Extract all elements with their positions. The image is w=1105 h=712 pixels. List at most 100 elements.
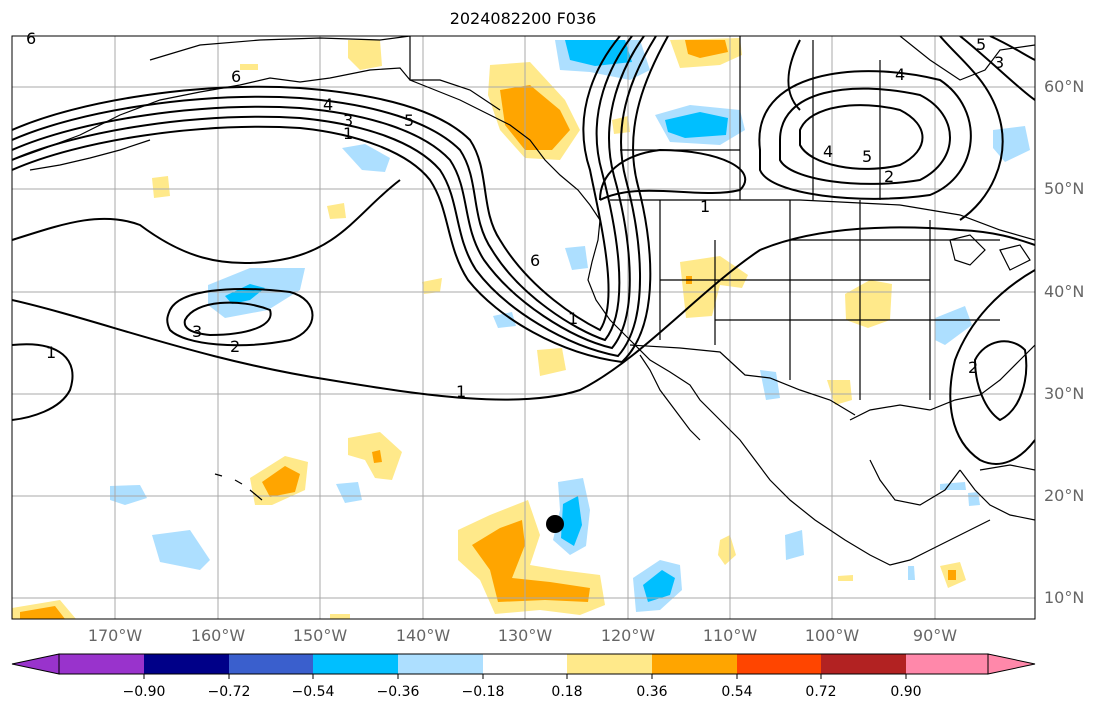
colorbar-tick-label: 0.18 bbox=[551, 684, 583, 700]
contour-label: 2 bbox=[884, 167, 894, 186]
lon-label-150w: 150°W bbox=[292, 626, 348, 645]
neg-anomaly-region bbox=[968, 492, 980, 506]
lon-label-130w: 130°W bbox=[497, 626, 553, 645]
colorbar-segment bbox=[567, 654, 652, 674]
colorbar-tick-label: 0.90 bbox=[890, 684, 922, 700]
colorbar-segment bbox=[398, 654, 483, 674]
pos-anomaly-core bbox=[685, 40, 728, 58]
canada-border bbox=[409, 36, 501, 111]
contour-label: 2 bbox=[230, 337, 240, 356]
contour-label: 3 bbox=[343, 111, 353, 130]
alaska-north bbox=[149, 36, 411, 61]
contour-label: 1 bbox=[456, 382, 466, 401]
contour-line bbox=[949, 269, 1035, 465]
colorbar-frame bbox=[58, 653, 989, 675]
contour-line bbox=[12, 36, 645, 350]
neg-anomaly-region bbox=[336, 482, 362, 503]
colorbar-segment bbox=[906, 654, 988, 674]
neg-anomaly-region bbox=[935, 306, 972, 345]
pos-anomaly-core bbox=[948, 570, 956, 580]
neg-anomaly-region bbox=[493, 312, 516, 328]
hawaii-islands bbox=[214, 473, 263, 501]
us-canada-border bbox=[610, 199, 1035, 241]
great-lakes bbox=[949, 234, 1031, 271]
neg-anomaly-region bbox=[152, 530, 210, 570]
contour-label: 1 bbox=[700, 197, 710, 216]
colorbar-segment bbox=[483, 654, 567, 674]
colorbar-high-extension bbox=[987, 653, 1036, 675]
contour-line bbox=[939, 36, 1004, 221]
colorbar-ticks bbox=[143, 674, 907, 679]
colorbar-segment bbox=[821, 654, 906, 674]
colorbar-tick-label: −0.36 bbox=[376, 684, 420, 700]
pos-anomaly-region bbox=[152, 176, 170, 198]
colorbar-segment bbox=[737, 654, 821, 674]
lat-label-10n: 10°N bbox=[1044, 588, 1085, 607]
pos-anomaly-core bbox=[500, 85, 570, 150]
map-title: 2024082200 F036 bbox=[449, 9, 597, 28]
neg-anomaly-core bbox=[643, 570, 675, 602]
lon-label-110w: 110°W bbox=[702, 626, 758, 645]
contour-label: 4 bbox=[823, 142, 833, 161]
lon-label-140w: 140°W bbox=[395, 626, 451, 645]
colorbar-tick-label: 0.36 bbox=[636, 684, 668, 700]
neg-anomaly-core bbox=[665, 112, 728, 138]
contour-label: 5 bbox=[976, 35, 986, 54]
contour-line bbox=[599, 148, 747, 201]
neg-anomaly-region bbox=[110, 485, 147, 505]
contour-label: 4 bbox=[323, 95, 333, 114]
pos-anomaly-core bbox=[372, 450, 382, 463]
contour-line bbox=[12, 36, 657, 358]
lat-label-50n: 50°N bbox=[1044, 179, 1085, 198]
contour-line bbox=[758, 70, 972, 200]
contour-line bbox=[12, 36, 633, 342]
colorbar-tick-label: −0.18 bbox=[461, 684, 505, 700]
contour-label: 6 bbox=[231, 67, 241, 86]
colorbar-segment bbox=[144, 654, 229, 674]
contour-line bbox=[799, 104, 924, 170]
colorbar-tick-label: −0.54 bbox=[291, 684, 335, 700]
colorbar-low-extension bbox=[11, 653, 60, 675]
pos-anomaly-region bbox=[422, 278, 442, 294]
us-states bbox=[659, 200, 1000, 400]
contour-line bbox=[12, 36, 669, 364]
contour-label: 5 bbox=[862, 147, 872, 166]
colorbar-segment bbox=[59, 654, 144, 674]
neg-anomaly-region bbox=[342, 144, 390, 172]
central-america bbox=[959, 469, 1035, 521]
map-frame bbox=[11, 35, 1036, 620]
contour-label: 4 bbox=[895, 65, 905, 84]
contour-label: 3 bbox=[192, 322, 202, 341]
contour-label: 2 bbox=[968, 358, 978, 377]
pos-anomaly-region bbox=[330, 614, 350, 619]
neg-anomaly-core bbox=[561, 496, 582, 546]
pos-anomaly-region bbox=[240, 64, 258, 70]
contour-label: 1 bbox=[343, 124, 353, 143]
contour-label: 5 bbox=[404, 111, 414, 130]
contour-label: 3 bbox=[994, 53, 1004, 72]
contour-line bbox=[12, 343, 74, 421]
pos-anomaly-core bbox=[472, 520, 590, 602]
pos-anomaly-core bbox=[262, 466, 300, 497]
neg-anomaly-region bbox=[908, 566, 915, 580]
contour-labels: 6 6 4 3 1 5 1 6 3 2 1 1 1 2 5 4 4 3 5 2 bbox=[26, 29, 1004, 401]
colorbar-tick-label: −0.90 bbox=[122, 684, 166, 700]
lat-label-40n: 40°N bbox=[1044, 282, 1085, 301]
pos-anomaly-region bbox=[537, 348, 566, 376]
contour-line bbox=[166, 288, 314, 347]
contour-label: 1 bbox=[568, 309, 578, 328]
contours bbox=[12, 36, 1035, 465]
colorbar-segment bbox=[229, 654, 313, 674]
lon-label-170w: 170°W bbox=[87, 626, 143, 645]
lat-label-20n: 20°N bbox=[1044, 486, 1085, 505]
contour-line bbox=[779, 87, 951, 185]
aleutians bbox=[29, 139, 151, 171]
canada-provinces bbox=[620, 36, 881, 200]
pos-anomaly-region bbox=[718, 535, 736, 565]
contour-label: 6 bbox=[26, 29, 36, 48]
contour-line bbox=[787, 39, 801, 111]
pos-anomaly-region bbox=[838, 575, 853, 581]
neg-anomaly-region bbox=[565, 246, 588, 270]
contour-line bbox=[12, 36, 621, 332]
